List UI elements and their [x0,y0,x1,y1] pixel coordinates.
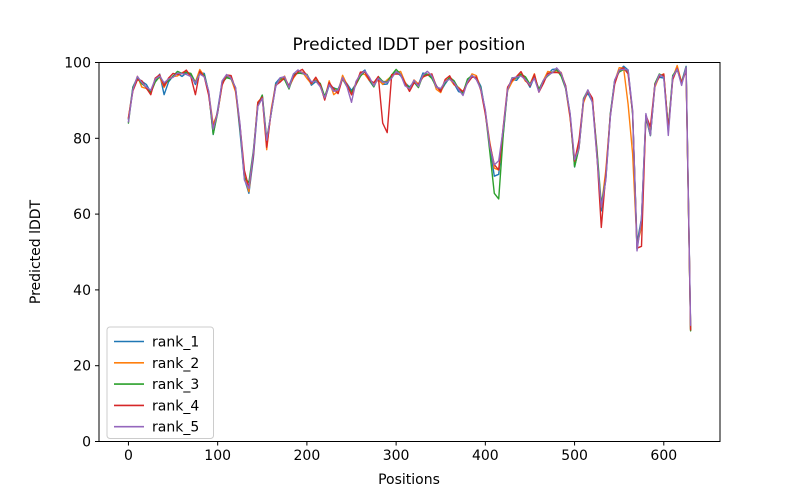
y-tick-label-100: 100 [64,56,91,72]
y-tick-label-40: 40 [73,283,91,299]
legend-label-rank_5: rank_5 [152,420,199,436]
y-tick-label-0: 0 [82,435,91,451]
x-axis-label: Positions [378,472,440,488]
plot-border [98,62,721,442]
x-tick-label-500: 500 [561,448,588,464]
y-tick-label-20: 20 [73,359,91,375]
legend-label-rank_3: rank_3 [152,377,199,393]
x-tick-label-300: 300 [383,448,410,464]
x-tick-label-100: 100 [204,448,231,464]
y-tick-label-60: 60 [73,207,91,223]
legend-label-rank_4: rank_4 [152,398,199,414]
series-line-rank_3 [127,66,692,332]
series-layer [127,64,692,332]
legend-label-rank_2: rank_2 [152,356,199,372]
series-line-rank_4 [127,67,692,331]
series-line-rank_5 [127,66,692,326]
y-tick-label-80: 80 [73,131,91,147]
series-line-rank_1 [127,65,692,330]
legend: rank_1 rank_2 rank_3 rank_4 rank_5 [106,326,214,439]
series-line-rank_2 [127,64,692,332]
chart-title: Predicted lDDT per position [293,35,526,55]
x-tick-label-400: 400 [472,448,499,464]
x-tick-label-600: 600 [650,448,677,464]
y-axis-label: Predicted lDDT [28,199,44,304]
legend-box [106,326,214,439]
x-tick-label-200: 200 [294,448,321,464]
legend-label-rank_1: rank_1 [152,335,199,351]
x-tick-label-0: 0 [124,448,133,464]
axes-layer: 0 100 200 300 400 500 600 0 20 40 60 80 100 [64,56,721,464]
